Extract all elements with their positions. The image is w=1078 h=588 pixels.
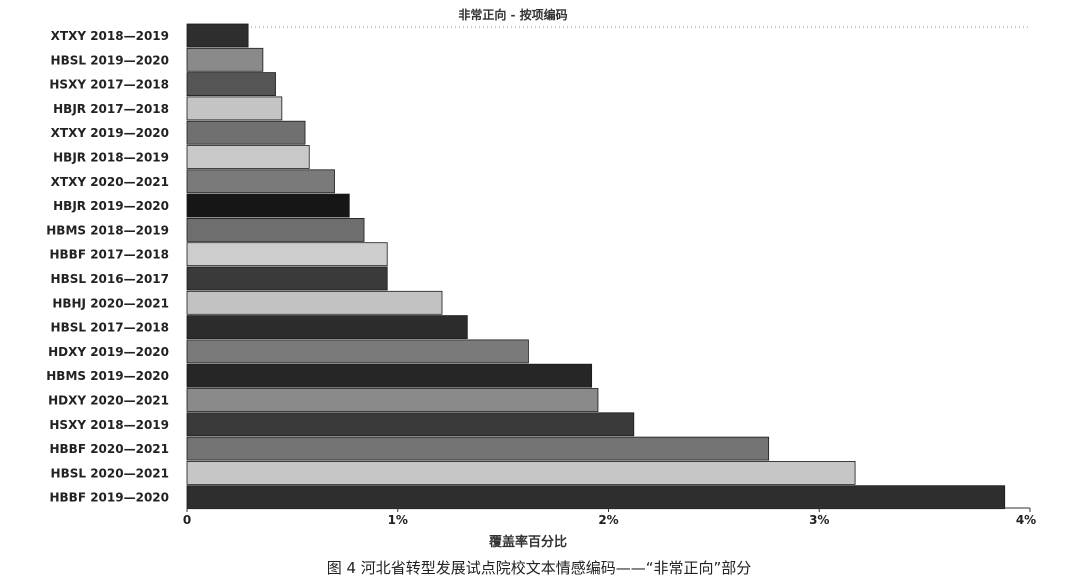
bar xyxy=(186,120,306,145)
x-tick-label: 1% xyxy=(388,513,408,527)
bar xyxy=(186,72,276,96)
bar xyxy=(186,363,593,388)
bar xyxy=(186,339,529,364)
y-tick-label: HBMS 2019—2020 xyxy=(46,369,169,383)
bar xyxy=(186,460,856,485)
y-tick-label: HBSL 2019—2020 xyxy=(51,53,169,67)
x-tick-label: 4% xyxy=(1016,513,1036,527)
x-axis-label: 覆盖率百分比 xyxy=(489,534,567,550)
y-tick-label: HBSL 2020—2021 xyxy=(51,466,169,480)
x-tick-label: 0 xyxy=(183,513,191,527)
bar xyxy=(186,193,350,218)
bar xyxy=(186,96,283,121)
y-tick-label: XTXY 2020—2021 xyxy=(51,175,169,189)
y-tick-label: HBMS 2018—2019 xyxy=(46,223,169,237)
bar xyxy=(186,23,249,48)
y-tick-label: HSXY 2017—2018 xyxy=(49,78,169,92)
bar xyxy=(186,217,365,242)
y-tick-label: HBBF 2020—2021 xyxy=(49,442,169,456)
y-tick-label: XTXY 2019—2020 xyxy=(51,126,169,140)
bar xyxy=(186,315,468,340)
x-tick-label: 2% xyxy=(598,513,618,527)
bar xyxy=(186,266,388,291)
bar xyxy=(186,145,310,169)
x-axis-ticks: 0 1% 2% 3% 4% xyxy=(183,508,1036,527)
y-tick-label: HSXY 2018—2019 xyxy=(49,418,169,432)
y-tick-label: HBJR 2017—2018 xyxy=(53,102,169,116)
y-axis-labels: XTXY 2018—2019 HBSL 2019—2020 HSXY 2017—20… xyxy=(46,29,169,505)
bar xyxy=(186,412,635,437)
y-tick-label: HBBF 2019—2020 xyxy=(49,491,169,505)
y-tick-label: HBBF 2017—2018 xyxy=(49,248,169,262)
figure-caption: 图 4 河北省转型发展试点院校文本情感编码——“非常正向”部分 xyxy=(326,559,752,577)
y-tick-label: HBSL 2016—2017 xyxy=(51,272,169,286)
y-tick-label: HBJR 2018—2019 xyxy=(53,151,169,165)
bar xyxy=(186,242,388,267)
bar xyxy=(186,169,335,194)
bar xyxy=(186,47,264,72)
bars xyxy=(186,23,1006,510)
y-tick-label: HBHJ 2020—2021 xyxy=(52,296,169,310)
bar-chart: 非常正向 - 按项编码 XTXY 2018—2019 HBSL 2019—2020… xyxy=(46,7,1037,550)
bar xyxy=(186,388,599,412)
bar xyxy=(186,485,1006,510)
y-tick-label: XTXY 2018—2019 xyxy=(51,29,169,43)
bar xyxy=(186,436,770,461)
chart-title: 非常正向 - 按项编码 xyxy=(458,7,567,22)
y-tick-label: HDXY 2019—2020 xyxy=(48,345,169,359)
y-tick-label: HBJR 2019—2020 xyxy=(53,199,169,213)
x-tick-label: 3% xyxy=(809,513,829,527)
bar xyxy=(186,290,443,315)
y-tick-label: HBSL 2017—2018 xyxy=(51,321,169,335)
y-tick-label: HDXY 2020—2021 xyxy=(48,394,169,408)
